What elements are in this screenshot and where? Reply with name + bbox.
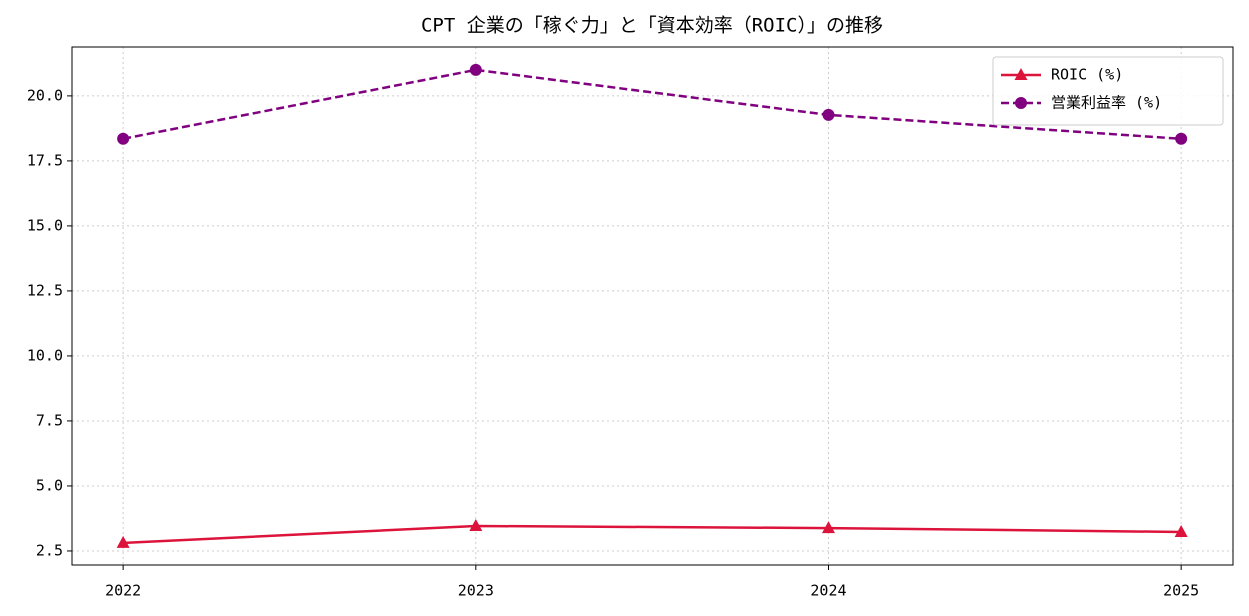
plot-frame bbox=[71, 46, 1234, 566]
x-tick-label: 2025 bbox=[1163, 582, 1199, 600]
y-tick-label: 12.5 bbox=[27, 281, 63, 299]
y-tick-label: 15.0 bbox=[27, 216, 63, 234]
legend-marker bbox=[1015, 97, 1027, 109]
chart-title: CPT 企業の「稼ぐ力」と「資本効率（ROIC）」の推移 bbox=[421, 15, 883, 37]
x-tick-label: 2024 bbox=[810, 582, 846, 600]
point bbox=[821, 521, 835, 534]
series-line bbox=[122, 68, 1182, 141]
point bbox=[1175, 132, 1188, 145]
y-tick-label: 7.5 bbox=[36, 411, 63, 429]
y-tick-label: 2.5 bbox=[36, 541, 63, 559]
point bbox=[469, 518, 483, 531]
point bbox=[469, 63, 482, 76]
legend-label: 営業利益率 (%) bbox=[1051, 94, 1162, 112]
point bbox=[116, 535, 130, 548]
point bbox=[822, 108, 835, 121]
y-tick-label: 5.0 bbox=[36, 476, 63, 494]
grid bbox=[72, 47, 1233, 565]
y-tick-label: 10.0 bbox=[27, 346, 63, 364]
x-tick-label: 2023 bbox=[458, 582, 494, 600]
x-tick-label: 2022 bbox=[105, 582, 141, 600]
legend-box bbox=[992, 56, 1224, 126]
legend-label: ROIC (%) bbox=[1051, 66, 1123, 84]
point bbox=[117, 132, 130, 145]
y-tick-label: 17.5 bbox=[27, 151, 63, 169]
series-line bbox=[123, 524, 1182, 545]
legend: ROIC (%) 営業利益率 (%) bbox=[992, 56, 1224, 126]
legend-marker bbox=[1014, 68, 1028, 80]
y-tick-label: 20.0 bbox=[27, 86, 63, 104]
point bbox=[1174, 524, 1188, 537]
